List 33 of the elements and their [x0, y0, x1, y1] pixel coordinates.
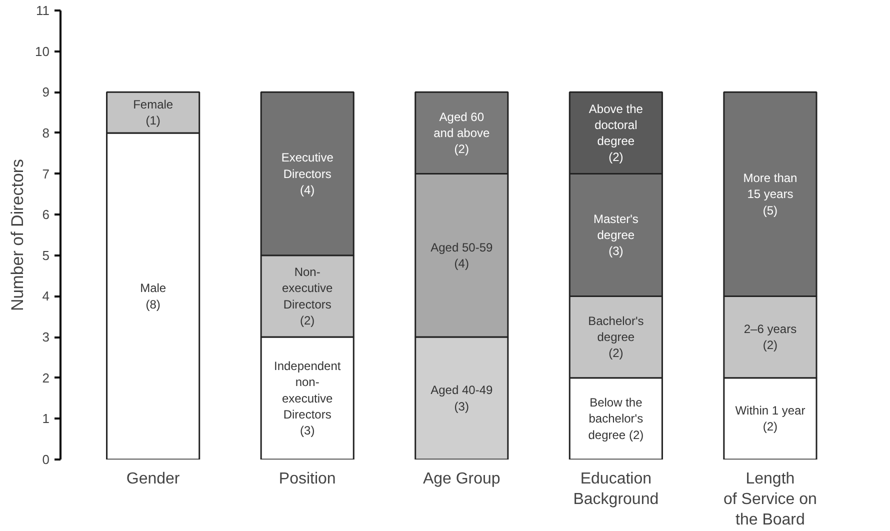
data-label: Bachelor's degree (2): [588, 314, 644, 360]
data-label: Non- executive Directors (2): [282, 265, 334, 328]
y-axis-title: Number of Directors: [8, 158, 28, 312]
y-tick-label: 10: [35, 44, 50, 59]
data-label: Aged 50-59 (4): [430, 240, 493, 270]
y-tick-label: 1: [42, 411, 50, 426]
x-tick-label: Education Background: [573, 470, 659, 508]
y-tick-label: 3: [42, 330, 50, 345]
data-label: Within 1 year (2): [735, 404, 806, 434]
data-label: Master's degree (3): [593, 212, 638, 258]
y-tick-label: 0: [42, 452, 50, 467]
x-tick-label: Length of Service on the Board: [724, 470, 817, 528]
y-tick-label: 5: [42, 248, 50, 263]
data-label: Female (1): [133, 97, 174, 128]
data-label: Above the doctoral degree (2): [588, 102, 644, 164]
data-label: Below the bachelor's degree (2): [588, 396, 644, 442]
y-tick-label: 2: [42, 370, 50, 386]
data-label: More than 15 years (5): [743, 171, 798, 218]
x-tick-label: Position: [278, 470, 336, 488]
x-tick-label: Gender: [126, 470, 180, 488]
y-tick-label: 7: [42, 166, 50, 182]
y-tick-label: 8: [42, 125, 50, 140]
y-tick-label: 11: [36, 3, 50, 18]
data-label: Aged 40-49 (3): [430, 383, 493, 414]
data-label: 2–6 years (2): [744, 322, 797, 352]
data-label: Independent non- executive Directors (3): [274, 359, 342, 438]
x-tick-label: Age Group: [422, 470, 500, 488]
y-tick-label: 4: [42, 288, 50, 304]
y-tick-label: 9: [42, 84, 50, 100]
y-tick-label: 6: [42, 207, 50, 222]
data-label: Executive Directors (4): [281, 150, 334, 197]
data-label: Aged 60 and above (2): [434, 110, 490, 156]
data-label: Male (8): [140, 281, 166, 312]
